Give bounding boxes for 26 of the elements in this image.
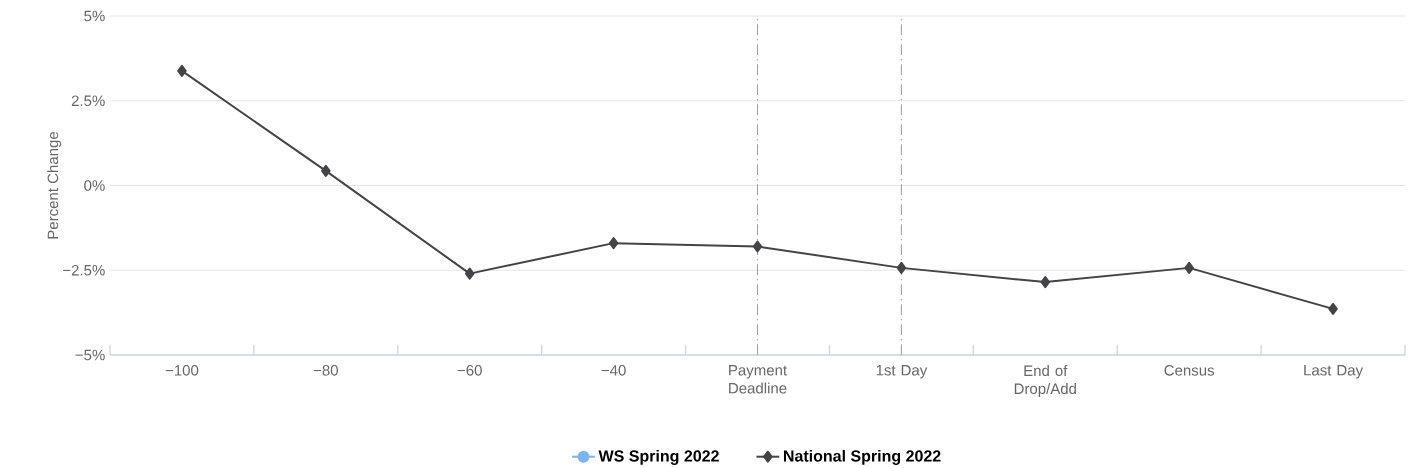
- point: [752, 240, 763, 253]
- x-tick-label: End of Drop/Add: [1014, 365, 1076, 398]
- x-tick-label: −80: [313, 365, 338, 376]
- x-tick-label: Payment Deadline: [729, 365, 787, 394]
- point: [464, 267, 475, 280]
- point: [608, 237, 619, 250]
- legend-label: WS Spring 2022: [598, 449, 719, 465]
- point: [177, 64, 187, 77]
- y-tick-label: 5%: [84, 10, 105, 22]
- point: [896, 261, 907, 274]
- y-tick-label: 0%: [84, 180, 105, 191]
- point: [1184, 261, 1194, 274]
- x-tick-label: 1st Day: [876, 365, 928, 379]
- point: [321, 164, 331, 177]
- x-tick-label: Census: [1164, 365, 1215, 376]
- y-tick-label: 2.5%: [71, 95, 105, 107]
- y-tick-label: −5%: [75, 349, 105, 361]
- x-tick-label: −40: [601, 365, 626, 376]
- point: [1040, 276, 1051, 289]
- legend-label: National Spring 2022: [783, 449, 941, 465]
- point: [1328, 302, 1338, 315]
- y-tick-label: −2.5%: [63, 264, 105, 276]
- y-axis-title: Percent Change: [47, 131, 62, 239]
- x-tick-label: Last Day: [1304, 365, 1364, 379]
- x-tick-label: −100: [165, 365, 199, 376]
- x-tick-label: −60: [457, 365, 482, 376]
